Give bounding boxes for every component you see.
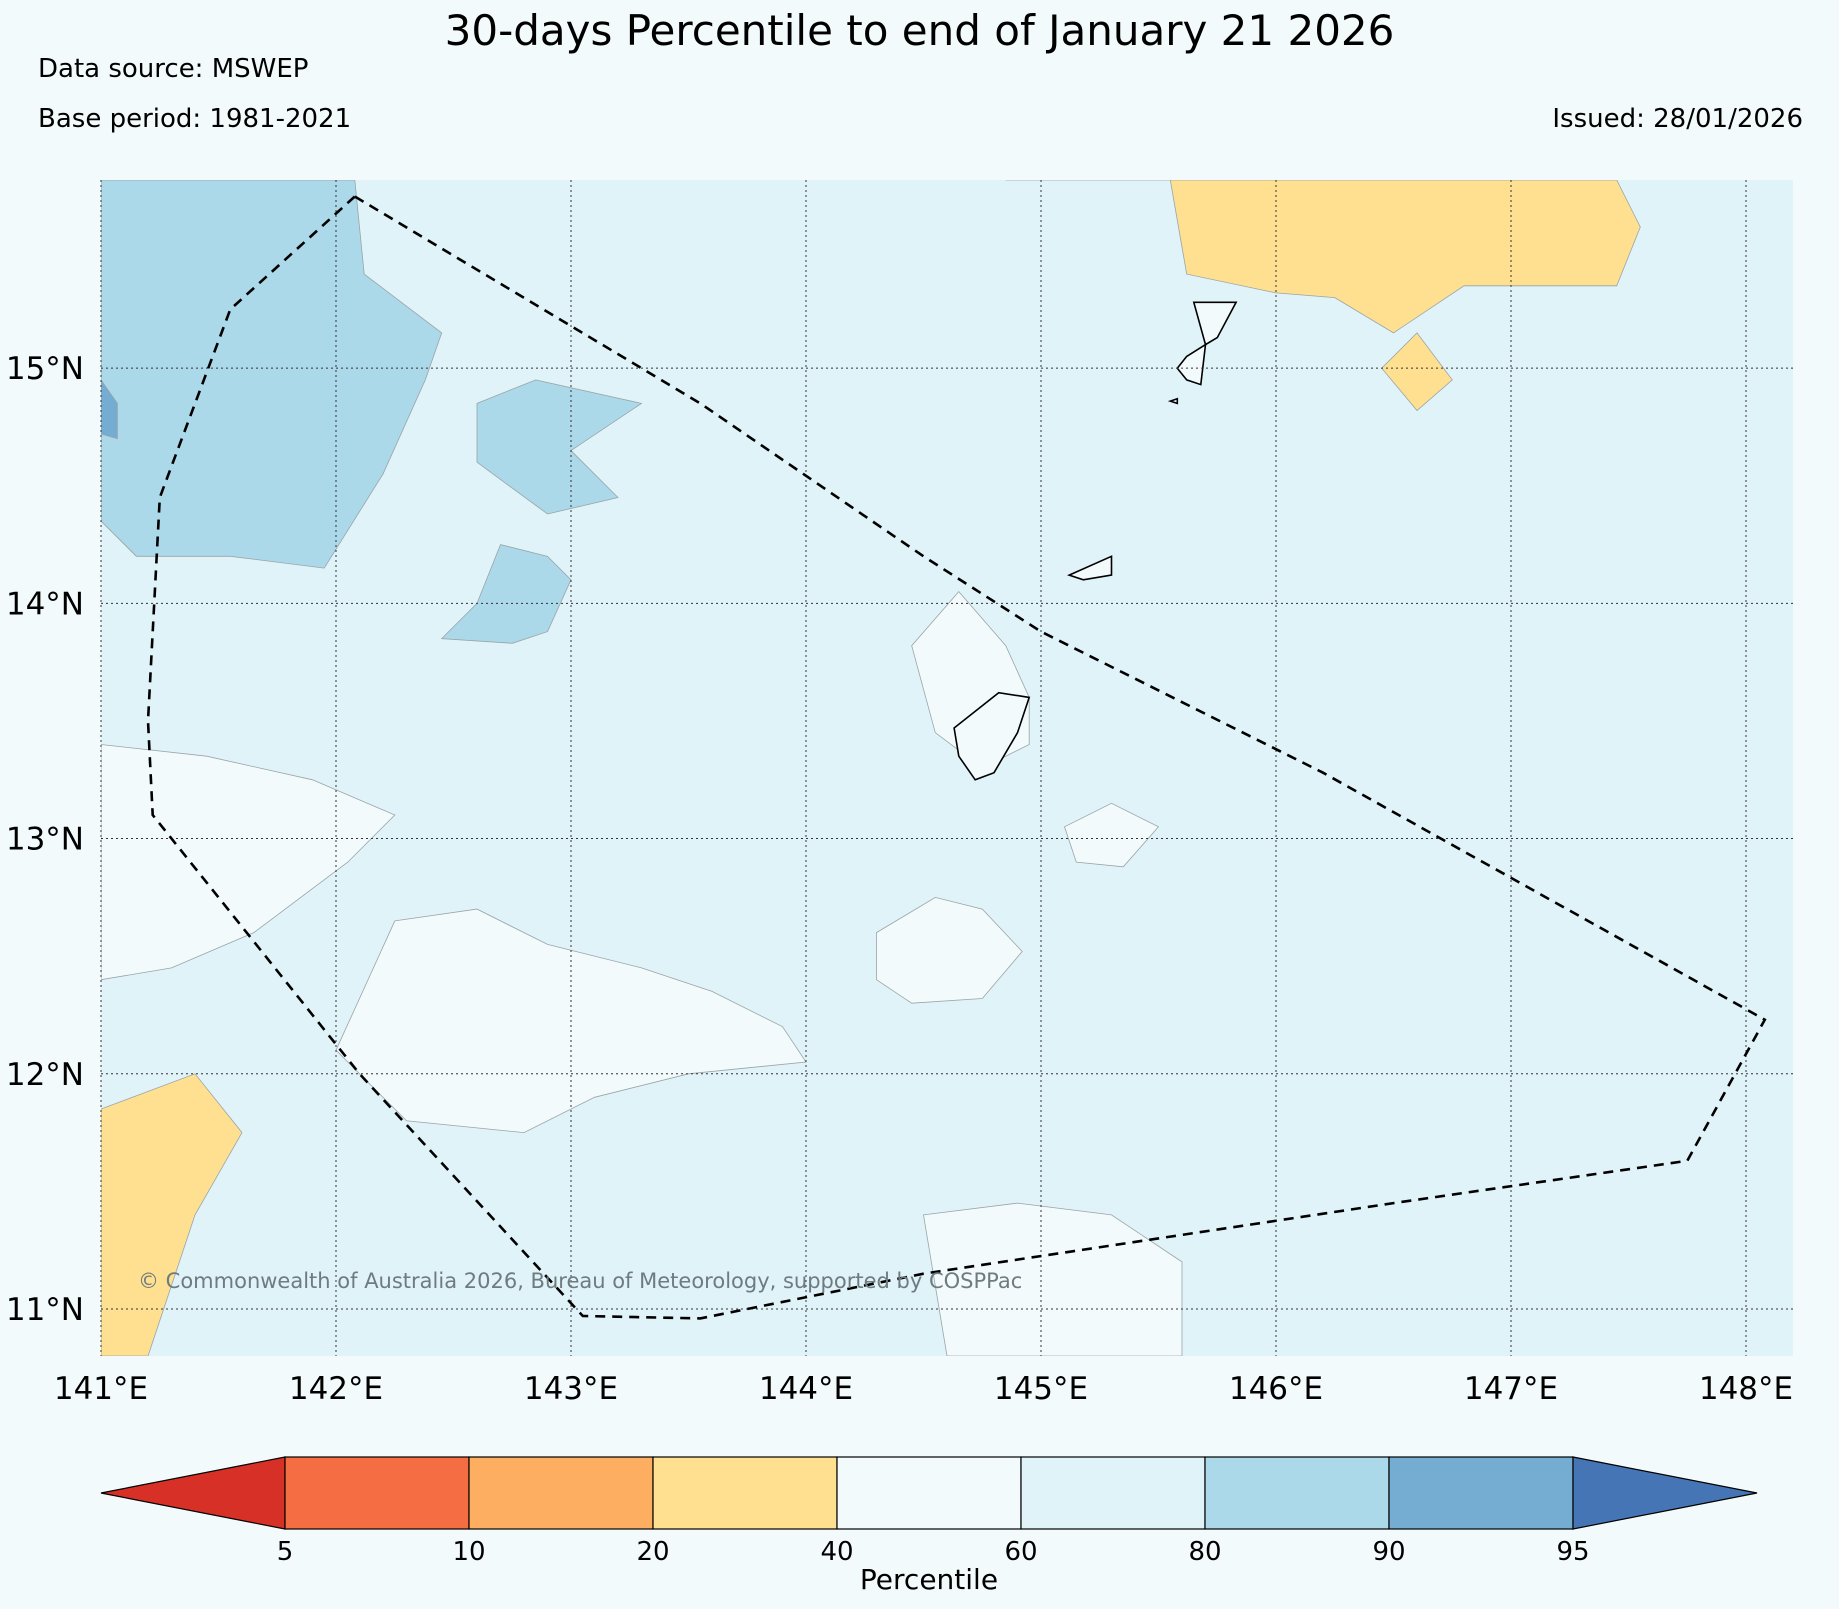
colorbar-segment-3 [836,1456,1022,1530]
colorbar-tick-95: 95 [1556,1537,1589,1567]
contour-80-90-0 [101,180,443,569]
lat-label-13: 13°N [6,822,84,858]
contour-20-40-6 [101,1073,243,1356]
colorbar-segment-6 [1388,1456,1574,1530]
colorbar-extend-low [100,1456,286,1530]
colorbar-segment-2 [652,1456,838,1530]
colorbar-tick-80: 80 [1188,1537,1221,1567]
lon-label-144: 144°E [759,1371,853,1407]
contour-layer [101,180,1641,1356]
coastline-layer [953,301,1238,781]
colorbar-extend-high [1572,1456,1758,1530]
colorbar-tick-10: 10 [452,1537,485,1567]
colorbar-tick-90: 90 [1372,1537,1405,1567]
issued-date-label: Issued: 28/01/2026 [1552,104,1803,134]
contour-90-95-3 [101,379,118,440]
colorbar-segment-4 [1020,1456,1206,1530]
graticule [100,180,1793,1356]
island-coastline-1 [1192,301,1238,346]
lon-label-143: 143°E [524,1371,618,1407]
contour-40-60-11 [1064,802,1160,868]
map-title: 30-days Percentile to end of January 21 … [444,6,1395,55]
lon-label-147: 147°E [1464,1371,1558,1407]
island-coastline-4 [1167,397,1179,405]
base-period-label: Base period: 1981-2021 [38,104,352,134]
contour-80-90-2 [440,544,572,644]
contour-20-40-4 [1005,180,1641,334]
colorbar-segment-0 [284,1456,470,1530]
axis-labels: 141°E 142°E 143°E 144°E 145°E 146°E 147°E 148°E… [6,351,1793,1407]
lon-label-142: 142°E [289,1371,383,1407]
lon-label-146: 146°E [1229,1371,1323,1407]
colorbar-segment-1 [468,1456,654,1530]
colorbar: 5 10 20 40 60 80 90 95 [100,1456,1758,1567]
lon-label-145: 145°E [994,1371,1088,1407]
copyright-notice: © Commonwealth of Australia 2026, Bureau… [138,1269,1022,1293]
colorbar-segment-5 [1204,1456,1390,1530]
data-source-label: Data source: MSWEP [38,54,309,84]
lat-label-12: 12°N [6,1057,84,1093]
colorbar-tick-20: 20 [636,1537,669,1567]
colorbar-tick-60: 60 [1004,1537,1037,1567]
lat-label-11: 11°N [6,1292,84,1328]
island-coastline-0 [953,691,1031,781]
lon-label-141: 141°E [54,1371,148,1407]
colorbar-title: Percentile [860,1563,998,1596]
island-coastline-3 [1066,555,1113,581]
lon-label-148: 148°E [1699,1371,1793,1407]
contour-40-60-9 [876,896,1023,1004]
colorbar-tick-40: 40 [820,1537,853,1567]
contour-20-40-5 [1381,332,1453,412]
colorbar-tick-5: 5 [277,1537,294,1567]
lat-label-14: 14°N [6,586,84,622]
island-coastline-2 [1176,343,1207,386]
lat-label-15: 15°N [6,351,84,387]
region-boundary [146,195,1767,1320]
contour-40-60-7 [101,744,396,981]
contour-40-60-12 [923,1202,1183,1356]
contour-80-90-1 [476,379,643,515]
